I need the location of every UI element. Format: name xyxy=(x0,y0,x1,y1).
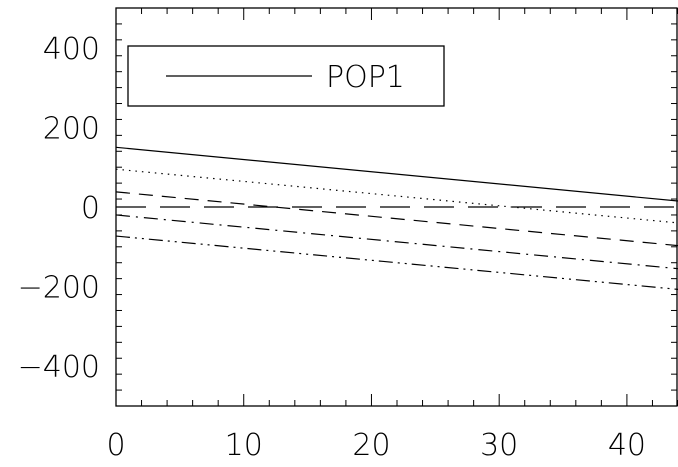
legend-entry-pop1: POP1 xyxy=(326,60,405,95)
y-tick-label: 0 xyxy=(81,191,100,226)
y-tick-label: 400 xyxy=(43,32,100,67)
y-tick-label: −400 xyxy=(18,350,100,385)
tick-labels-layer: 0 10 20 30 40 −400 −200 0 200 400 xyxy=(18,32,646,463)
plot-frame xyxy=(115,7,678,407)
series-line-pop1-solid xyxy=(115,146,678,202)
series-line-3-dashed xyxy=(115,191,678,247)
ticks-layer xyxy=(115,7,678,407)
x-tick-label: 20 xyxy=(352,428,390,463)
x-tick-label: 10 xyxy=(225,428,263,463)
y-tick-label: 200 xyxy=(43,111,100,146)
y-tick-label: −200 xyxy=(18,271,100,306)
x-tick-label: 30 xyxy=(480,428,518,463)
series-layer xyxy=(115,146,678,290)
legend: POP1 xyxy=(127,45,445,107)
series-line-5-dash-dot xyxy=(115,214,678,270)
series-line-2-dotted xyxy=(115,168,678,224)
series-line-6-dash-dot-dot xyxy=(115,235,678,290)
x-tick-label: 0 xyxy=(106,428,125,463)
x-tick-label: 40 xyxy=(608,428,646,463)
